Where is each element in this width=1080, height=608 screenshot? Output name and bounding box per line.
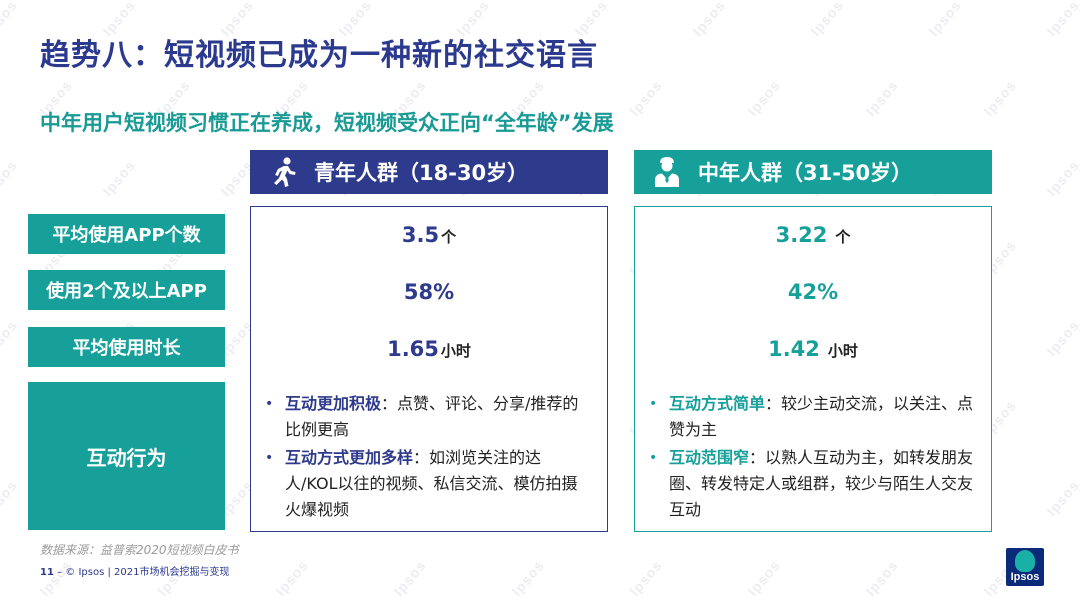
bullet-icon: • [265, 396, 274, 412]
middle-two-plus-value: 42% [787, 280, 839, 304]
watermark-text: Ipsos [744, 76, 784, 120]
middle-group-panel: 3.22 个 42% 1.42 小时 • 互动方式简单：较少主动交流，以关注、点赞为主… [634, 206, 992, 532]
young-avg-apps-stat: 3.5 个 [251, 223, 607, 247]
watermark-text: Ipsos [925, 0, 965, 40]
middle-two-plus-stat: 42% [635, 280, 991, 304]
list-item: • 互动方式更加多样：如浏览关注的达人/KOL以往的视频、私信交流、模仿拍摄火爆视… [261, 445, 593, 523]
bullet-text: ：如浏览关注的达人/KOL以往的视频、私信交流、模仿拍摄火爆视频 [285, 448, 578, 519]
watermark-text: Ipsos [1043, 0, 1080, 40]
watermark-text: Ipsos [1043, 156, 1080, 200]
middle-duration-value: 1.42 [768, 337, 820, 361]
young-group-panel: 3.5 个 58% 1.65 小时 • 互动更加积极：点赞、评论、分享/推荐的比例更高… [250, 206, 608, 532]
page-title: 趋势八：短视频已成为一种新的社交语言 [40, 38, 598, 73]
row-label-two-plus-apps: 使用2个及以上APP [28, 270, 225, 310]
bullet-text: ：点赞、评论、分享/推荐的比例更高 [285, 394, 579, 439]
page-number: 11 [40, 567, 54, 578]
page-footer: 11 – © Ipsos | 2021市场机会挖掘与变现 [40, 563, 229, 578]
young-group-title: 青年人群（18-30岁） [314, 161, 529, 185]
running-person-icon [266, 155, 300, 189]
middle-avg-apps-value: 3.22 [775, 223, 828, 247]
young-avg-apps-unit: 个 [441, 228, 457, 246]
list-item: • 互动更加积极：点赞、评论、分享/推荐的比例更高 [261, 391, 593, 443]
watermark-text: Ipsos [626, 556, 666, 600]
young-group-header: 青年人群（18-30岁） [250, 150, 608, 194]
row-label-avg-duration: 平均使用时长 [28, 327, 225, 367]
watermark-text: Ipsos [689, 0, 729, 40]
watermark-text: Ipsos [99, 156, 139, 200]
young-duration-stat: 1.65 小时 [251, 337, 607, 361]
bullet-icon: • [265, 450, 274, 466]
watermark-text: Ipsos [744, 556, 784, 600]
watermark-text: Ipsos [272, 556, 312, 600]
footer-text: – © Ipsos | 2021市场机会挖掘与变现 [57, 567, 230, 578]
bullet-keyword: 互动方式简单 [669, 394, 766, 413]
logo-text: Ipsos [1010, 571, 1040, 583]
row-label-avg-apps: 平均使用APP个数 [28, 214, 225, 254]
businessman-icon [650, 155, 684, 189]
bullet-icon: • [649, 450, 658, 466]
middle-duration-unit: 小时 [827, 342, 858, 360]
watermark-text: Ipsos [626, 76, 666, 120]
watermark-text: Ipsos [1043, 476, 1080, 520]
watermark-text: Ipsos [0, 156, 21, 200]
young-avg-apps-value: 3.5 [401, 223, 440, 247]
watermark-text: Ipsos [0, 476, 21, 520]
list-item: • 互动范围窄：以熟人互动为主，如转发朋友圈、转发特定人或组群，较少与陌生人交友互… [645, 445, 977, 523]
bullet-text: ：较少主动交流，以关注、点赞为主 [669, 394, 974, 439]
young-interaction-list: • 互动更加积极：点赞、评论、分享/推荐的比例更高 • 互动方式更加多样：如浏览关注… [261, 391, 593, 525]
ipsos-logo: Ipsos [1006, 548, 1044, 586]
young-two-plus-value: 58% [403, 280, 455, 304]
page-subtitle: 中年用户短视频习惯正在养成，短视频受众正向“全年龄”发展 [40, 111, 614, 135]
young-duration-unit: 小时 [440, 342, 471, 360]
list-item: • 互动方式简单：较少主动交流，以关注、点赞为主 [645, 391, 977, 443]
watermark-text: Ipsos [0, 316, 21, 360]
watermark-text: Ipsos [862, 76, 902, 120]
young-duration-value: 1.65 [387, 337, 439, 361]
bullet-keyword: 互动方式更加多样 [285, 448, 414, 467]
watermark-text: Ipsos [508, 556, 548, 600]
row-label-interaction: 互动行为 [28, 382, 225, 530]
middle-group-title: 中年人群（31-50岁） [698, 161, 913, 185]
bullet-keyword: 互动范围窄 [669, 448, 750, 467]
bullet-keyword: 互动更加积极 [285, 394, 382, 413]
watermark-text: Ipsos [862, 556, 902, 600]
watermark-text: Ipsos [807, 0, 847, 40]
watermark-text: Ipsos [980, 76, 1020, 120]
young-two-plus-stat: 58% [251, 280, 607, 304]
middle-duration-stat: 1.42 小时 [635, 337, 991, 361]
middle-avg-apps-unit: 个 [835, 228, 851, 246]
bullet-icon: • [649, 396, 658, 412]
data-source-note: 数据来源：益普索2020短视频白皮书 [40, 543, 239, 557]
watermark-text: Ipsos [0, 0, 21, 40]
logo-blob-icon [1015, 550, 1035, 572]
bullet-text: ：以熟人互动为主，如转发朋友圈、转发特定人或组群，较少与陌生人交友互动 [669, 448, 974, 519]
watermark-text: Ipsos [1043, 316, 1080, 360]
middle-avg-apps-stat: 3.22 个 [635, 223, 991, 247]
middle-group-header: 中年人群（31-50岁） [634, 150, 992, 194]
middle-interaction-list: • 互动方式简单：较少主动交流，以关注、点赞为主 • 互动范围窄：以熟人互动为主，如… [645, 391, 977, 525]
watermark-text: Ipsos [390, 556, 430, 600]
